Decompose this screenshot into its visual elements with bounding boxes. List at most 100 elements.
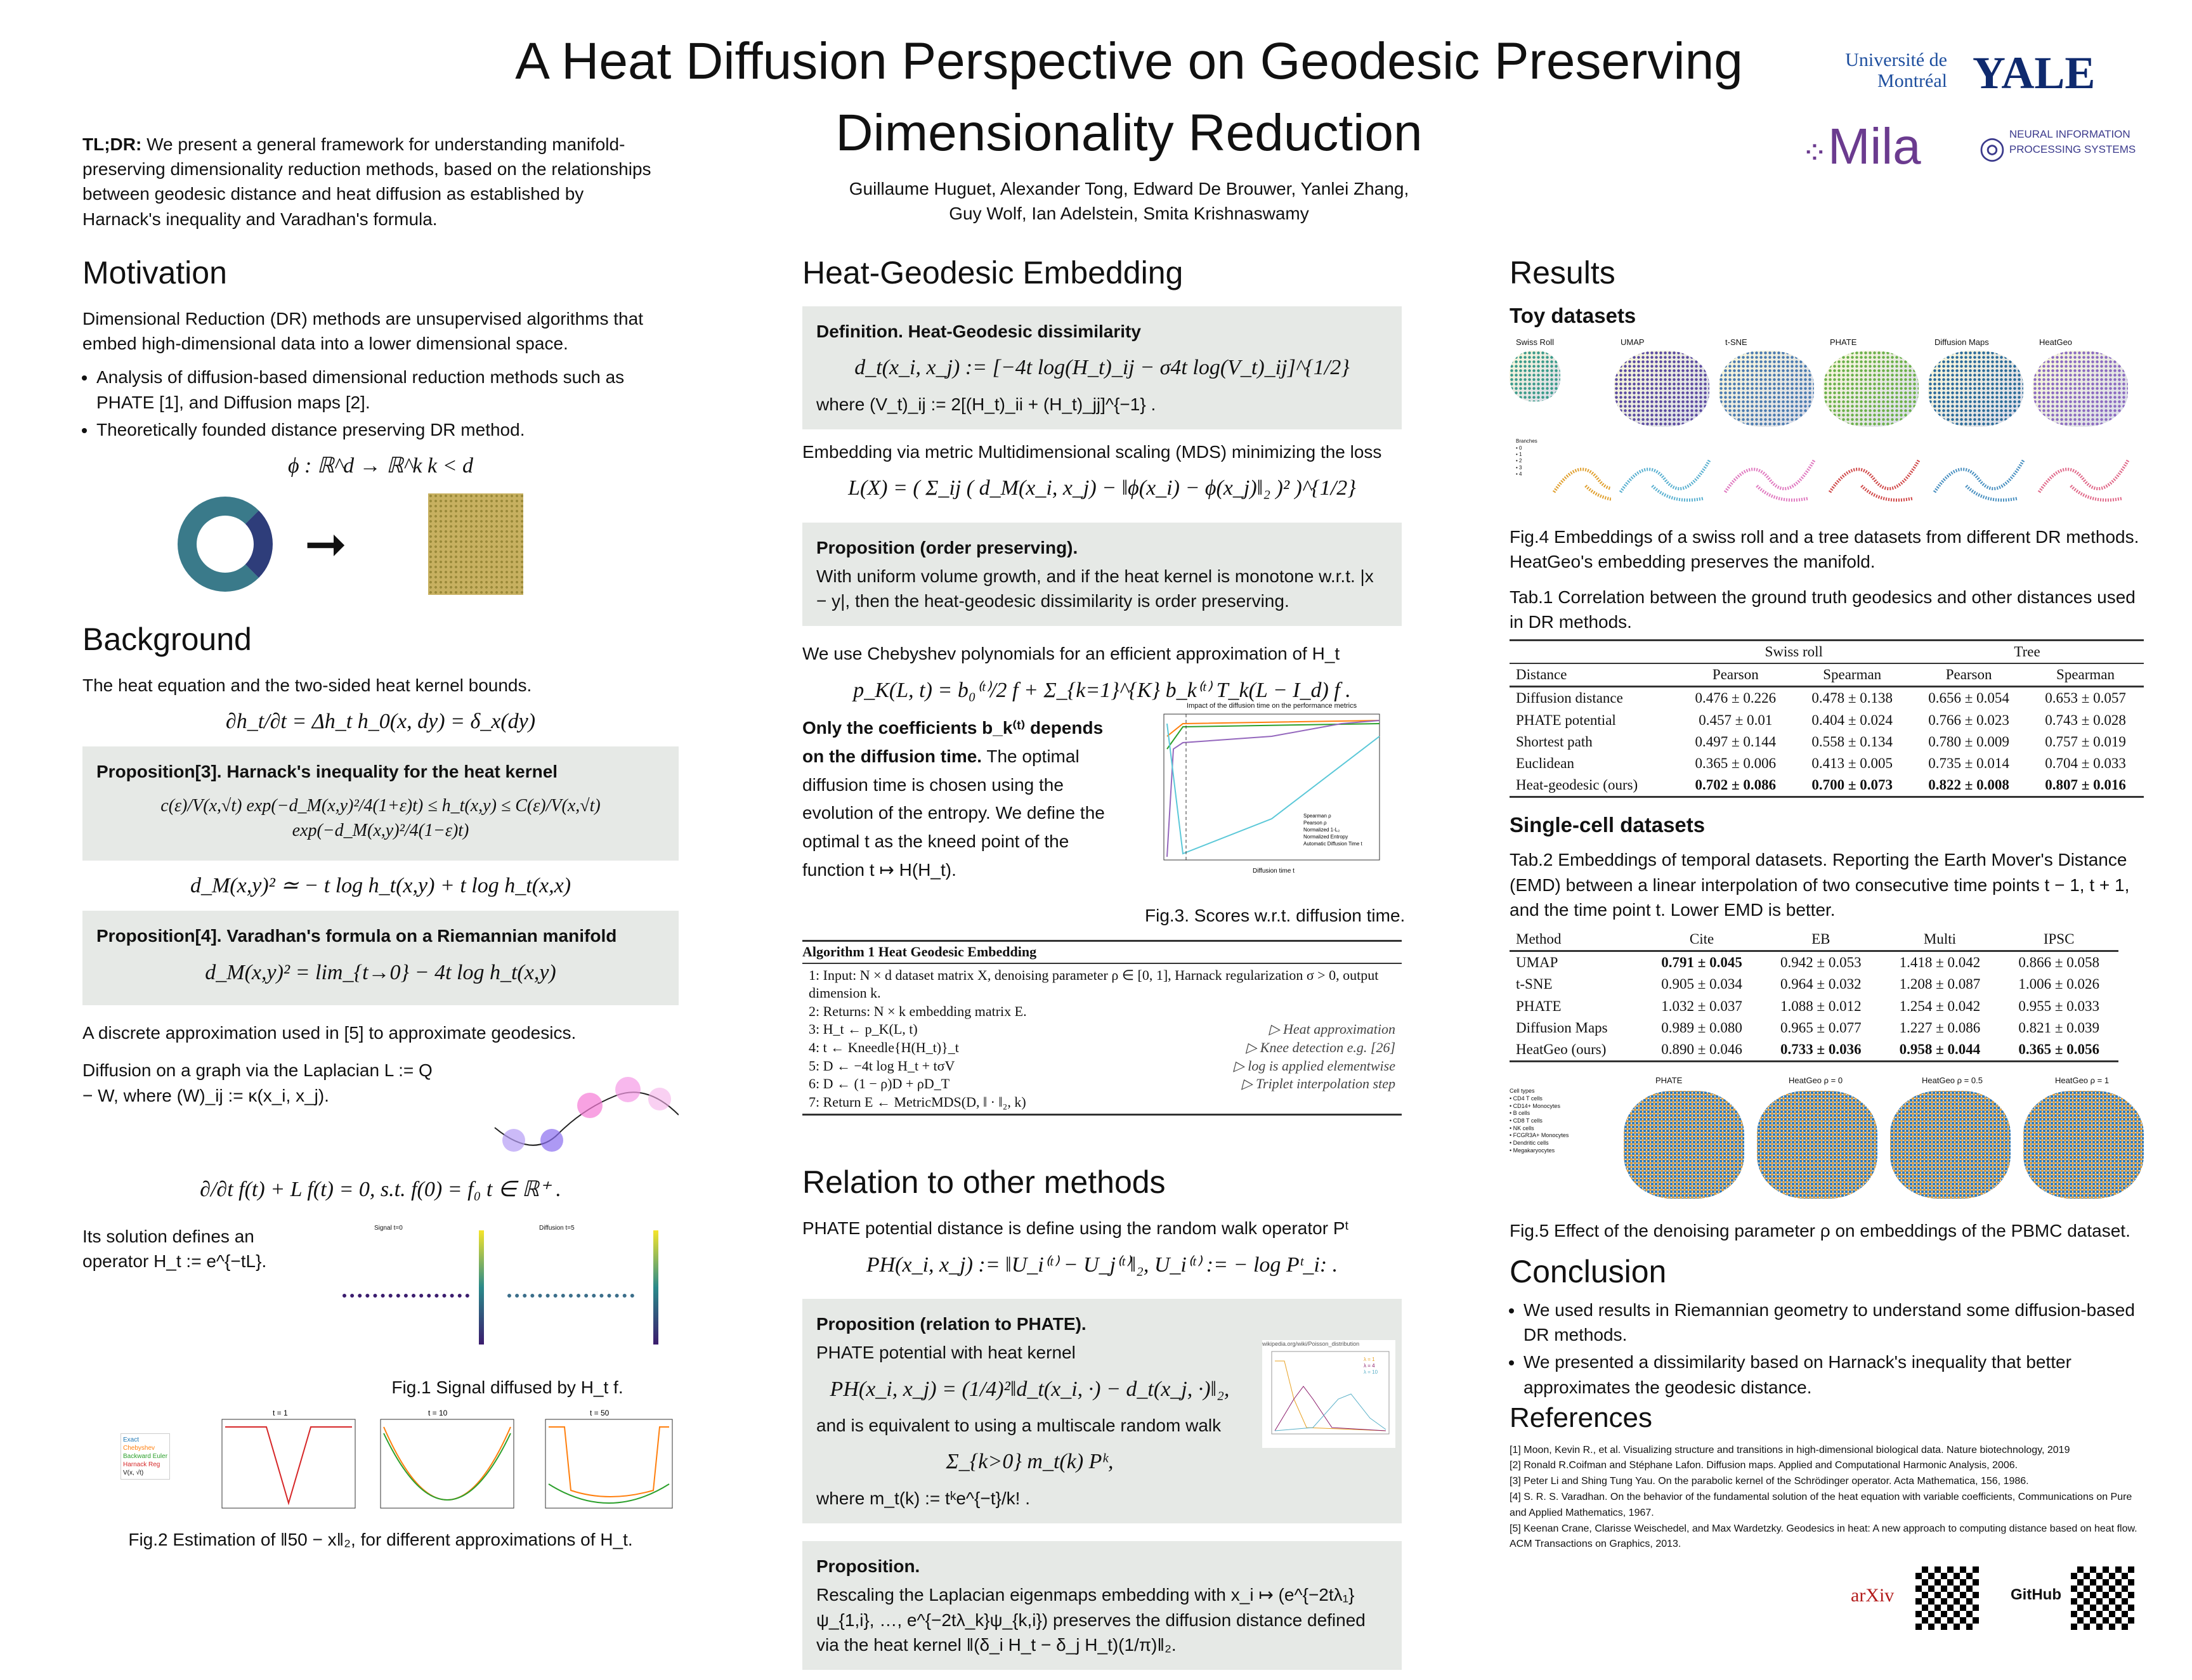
algo-line: ▷ log is applied elementwise 5: D ← −4t l… [809,1057,1395,1076]
mila-logo: ⁘Mila [1801,111,1921,182]
poster-title: A Heat Diffusion Perspective on Geodesic… [515,32,1743,162]
algo-line-text: H_t ← p_K(L, t) [823,1021,918,1038]
background-text: The heat equation and the two-sided heat… [82,675,532,695]
column-header: Multi [1923,931,1956,947]
algo-line-text: D ← −4t log H_t + tσV [823,1057,955,1074]
column-header: Distance [1516,667,1567,683]
legend-item: • CD4 T cells [1510,1095,1543,1102]
tldr-label: TL;DR: [82,134,142,154]
table-cell: 0.989 ± 0.080 [1661,1019,1742,1036]
table-cell: 1.418 ± 0.042 [1899,954,1981,971]
unrolled-image [428,493,523,595]
toy-title: PHATE [1830,337,1857,348]
algo-line-text: Input: N × d dataset matrix X, denoising… [809,967,1379,1001]
table-cell: 1.227 ± 0.086 [1899,1019,1981,1036]
table-row: UMAP 0.791 ± 0.045 0.942 ± 0.053 1.418 ± 0.… [1510,951,2118,974]
prop-text: With uniform volume growth, and if the h… [816,566,1374,611]
table-2: Method Cite EB Multi IPSC UMAP 0.791 ± 0.045 0.… [1510,928,2118,1062]
bullet: Theoretically founded distance preservin… [96,417,679,442]
prop-title: Proposition. [816,1556,920,1577]
legend-item: • Dendritic cells [1510,1139,1549,1146]
colorbar [653,1230,658,1345]
col-3: Results Toy datasets Swiss Roll UMAP t-S… [1510,251,2144,1247]
branches-legend: Branches • 0 • 1 • 2 • 3 • 4 [1516,438,1537,478]
algo-comment: ▷ log is applied elementwise [1233,1057,1395,1074]
authors: Guillaume Huguet, Alexander Tong, Edward… [761,176,1497,226]
table-cell: 0.700 ± 0.073 [1811,777,1893,793]
coef-paragraph: Only the coefficients b_k⁽ᵗ⁾ depends on … [802,714,1126,885]
def-where: where (V_t)_ij := 2[(H_t)_ii + (H_t)_jj]… [816,394,1156,414]
algo-line: 1: Input: N × d dataset matrix X, denois… [809,967,1395,1003]
algo-comment: ▷ Heat approximation [1269,1021,1395,1038]
graph-heat-equation: ∂/∂t f(t) + L f(t) = 0, s.t. f(0) = f₀ t… [200,1178,561,1202]
table-cell: 0.497 ± 0.144 [1695,733,1777,750]
proposition-harnack: Proposition[3]. Harnack's inequality for… [82,746,679,861]
legend-item: • Megakaryocytes [1510,1147,1555,1154]
algo-line-number: 5: [809,1057,820,1074]
arxiv-qr-code[interactable] [1915,1566,1979,1630]
authors-line-1: Guillaume Huguet, Alexander Tong, Edward… [849,179,1409,199]
fig1-title-2: Diffusion t=5 [539,1225,575,1232]
fig2-legend: Exact Chebyshev Backward Euler Harnack Reg V… [121,1433,171,1480]
prop-title: Proposition[3]. Harnack's inequality for… [96,762,558,782]
pbmc-embedding [1890,1091,2011,1199]
legend-item: Backward Euler [123,1453,168,1461]
fig1-title-1: Signal t=0 [374,1225,403,1232]
tab2-caption: Tab.2 Embeddings of temporal datasets. R… [1510,850,2130,920]
algo-line-text: D ← (1 − ρ)D + ρD_T [823,1076,950,1092]
algo-comment: ▷ Knee detection e.g. [26] [1246,1039,1395,1056]
neurips-icon: ◎ [1979,131,2006,165]
mila-dots-icon: ⁘ [1801,135,1828,171]
table-cell: Heat-geodesic (ours) [1516,777,1638,793]
algo-line-text: t ← Kneedle{H(H_t)}_t [823,1039,959,1056]
legend-item: • NK cells [1510,1124,1534,1131]
table-row: PHATE 1.032 ± 0.037 1.088 ± 0.012 1.254 ± 0… [1510,996,2118,1017]
algo-line-text: Returns: N × k embedding matrix E. [823,1003,1027,1019]
table-row: Diffusion Maps 0.989 ± 0.080 0.965 ± 0.077… [1510,1017,2118,1039]
github-logo: GitHub [2011,1586,2061,1603]
pbmc-title: HeatGeo ρ = 0.5 [1922,1076,1983,1086]
algo-line-number: 4: [809,1039,820,1056]
algo-comment: ▷ Triplet interpolation step [1241,1076,1395,1092]
table-cell: 0.780 ± 0.009 [1928,733,2009,750]
legend-item: λ = 10 [1364,1369,1378,1375]
neurips-label: NEURAL INFORMATION PROCESSING SYSTEMS [2009,128,2136,155]
fig1-signal-diffusion: Signal t=0 Diffusion t=5 [336,1224,679,1364]
fig5-caption: Fig.5 Effect of the denoising parameter … [1510,1221,2130,1241]
toy-embedding-tree [2037,459,2130,502]
legend-item: Exact [123,1436,140,1444]
column-header: IPSC [2043,931,2075,947]
algo-line: ▷ Triplet interpolation step 6: D ← (1 − … [809,1075,1395,1093]
prop-title: Proposition (order preserving). [816,537,1078,557]
table-cell: 0.955 ± 0.033 [2018,998,2099,1014]
references-heading: References [1510,1402,1653,1433]
toy-embedding-swiss [1928,351,2023,427]
proposition-varadhan: Proposition[4]. Varadhan's formula on a … [82,911,679,1006]
relation-text: PHATE potential distance is define using… [802,1218,1349,1239]
table-cell: 0.866 ± 0.058 [2018,954,2099,971]
legend-item: Spearman ρ [1303,813,1331,819]
fig2-title: t = 10 [428,1409,448,1417]
reference: [1] Moon, Kevin R., et al. Visualizing s… [1510,1444,2070,1455]
table-row: HeatGeo (ours) 0.890 ± 0.046 0.733 ± 0.036… [1510,1039,2118,1062]
legend-item: V(x, √t) [123,1469,144,1477]
table-row: Diffusion distance 0.476 ± 0.226 0.478 ± 0… [1510,687,2144,710]
table-cell: t-SNE [1516,976,1553,993]
algo-lines: 1: Input: N × d dataset matrix X, denois… [802,964,1402,1116]
table-cell: 1.208 ± 0.087 [1899,976,1981,993]
algo-line: ▷ Knee detection e.g. [26] 4: t ← Kneedle… [809,1039,1395,1057]
table-cell: 0.704 ± 0.033 [2045,755,2126,771]
github-qr-code[interactable] [2071,1566,2134,1630]
heat-equation: ∂h_t/∂t = Δh_t h_0(x, dy) = δ_x(dy) [225,709,536,733]
table-cell: 0.413 ± 0.005 [1811,755,1893,771]
table-cell: 0.735 ± 0.014 [1928,755,2009,771]
poisson-source: wikipedia.org/wiki/Poisson_distribution [1262,1341,1360,1348]
bullet: Analysis of diffusion-based dimensional … [96,365,679,414]
table-cell: 0.656 ± 0.054 [1928,690,2009,707]
legend-title: Branches [1516,438,1537,445]
graph-section: Diffusion on a graph via the Laplacian L… [82,1058,679,1166]
fig3-title: Impact of the diffusion time on the perf… [1186,702,1357,710]
column-header: EB [1811,931,1830,947]
legend-item: Normalized 1-L₂ [1303,827,1340,833]
reference: [4] S. R. S. Varadhan. On the behavior o… [1510,1491,2132,1518]
